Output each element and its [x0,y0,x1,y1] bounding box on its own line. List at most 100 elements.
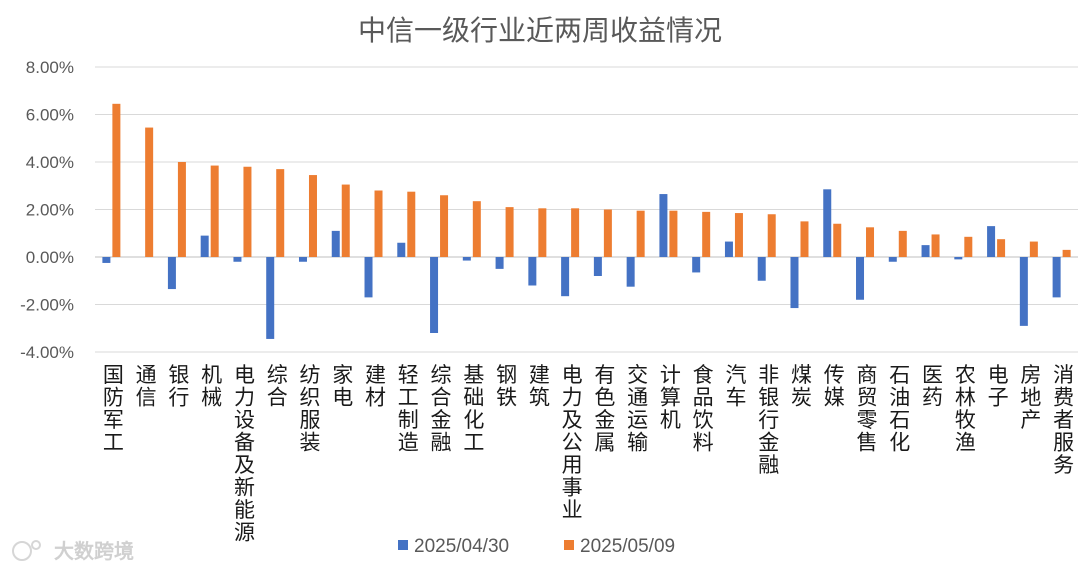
bar-0509-14 [571,208,580,257]
x-tick-label: 食品饮料 [693,363,714,455]
bar-0430-14 [561,257,570,297]
x-tick-label: 银行 [168,363,189,410]
bar-0430-8 [364,257,373,298]
x-tick-label: 电子 [988,363,1009,410]
legend: 2025/04/30 2025/05/09 [398,536,675,557]
x-tick-label: 钢铁 [496,363,517,410]
bar-0509-13 [538,208,547,257]
bar-0430-21 [790,257,799,309]
bar-0509-19 [734,213,743,257]
x-tick-label: 农林牧渔 [955,363,976,455]
bar-0509-7 [341,184,350,257]
y-tick-label: 4.00% [26,153,74,172]
y-tick-label: 8.00% [26,58,74,77]
x-tick-label: 医药 [922,363,943,410]
bar-0430-28 [1019,257,1028,326]
bar-0430-25 [921,245,930,257]
bar-0430-2 [167,257,176,290]
chart-title: 中信一级行业近两周收益情况 [358,14,722,47]
bar-0509-25 [931,234,940,257]
bar-0430-5 [266,257,275,339]
bar-0509-21 [800,221,809,257]
bar-0509-0 [112,103,121,257]
bar-0509-8 [374,190,383,257]
legend-swatch-2025-04-30 [398,540,408,550]
bar-0509-16 [636,210,645,257]
x-tick-label: 传媒 [824,363,845,410]
bar-0430-29 [1052,257,1061,298]
bar-0509-4 [243,166,252,257]
x-tick-label: 石油石化 [889,363,910,455]
x-axis-ticks: 国防军工通信银行机械电力设备及新能源综合纺织服装家电建材轻工制造综合金融基础化工… [103,363,1074,545]
y-tick-label: 6.00% [26,106,74,125]
y-tick-label: -2.00% [20,296,74,315]
bar-0509-29 [1062,249,1071,257]
y-tick-label: 2.00% [26,201,74,220]
bar-0509-2 [177,162,186,257]
legend-label-2025-05-09: 2025/05/09 [580,536,675,557]
watermark-logo-icon [12,541,32,561]
bar-0430-3 [200,235,209,257]
x-tick-label: 电力设备及新能源 [234,363,255,545]
bar-0509-10 [440,195,449,257]
x-tick-label: 非银行金融 [758,363,779,477]
x-tick-label: 机械 [201,363,222,410]
bar-0509-22 [833,223,842,257]
bar-0430-17 [659,194,668,257]
bar-0430-27 [987,226,996,257]
bar-0430-12 [495,257,504,269]
bar-0430-18 [692,257,701,273]
x-tick-label: 商贸零售 [857,363,878,455]
bar-0430-23 [856,257,865,300]
x-tick-label: 交通运输 [627,363,648,455]
bar-0509-27 [997,239,1006,257]
bar-0509-23 [866,227,875,257]
x-tick-label: 电力及公用事业 [562,363,583,522]
bar-0430-13 [528,257,537,286]
bar-0430-0 [102,257,111,263]
x-tick-label: 汽车 [725,363,746,410]
x-tick-label: 有色金属 [594,363,615,455]
x-tick-label: 基础化工 [463,363,484,455]
bar-0430-24 [888,257,897,262]
bar-0509-15 [603,209,612,257]
x-tick-label: 家电 [332,363,353,410]
bar-0430-26 [954,257,963,260]
bar-0430-20 [757,257,766,281]
bar-0509-18 [702,211,711,257]
watermark-logo-dot-icon [31,540,41,550]
bar-0430-16 [626,257,635,287]
bar-0430-11 [462,257,471,261]
bar-0509-9 [407,191,416,257]
bar-0509-17 [669,210,678,257]
x-tick-label: 通信 [136,363,157,410]
x-tick-label: 纺织服装 [299,363,320,455]
y-axis-ticks: 8.00% 6.00% 4.00% 2.00% 0.00% -2.00% -4.00% [20,58,74,362]
gridlines [95,66,1078,353]
x-tick-label: 建筑 [529,363,550,410]
x-tick-label: 房地产 [1020,363,1041,432]
bar-0509-20 [767,214,776,257]
bar-0509-28 [1029,241,1038,257]
bar-0430-19 [724,241,733,257]
watermark: 大数跨境 [12,539,134,563]
bar-0509-5 [276,169,285,257]
bar-0509-12 [505,207,514,257]
bar-0509-24 [898,230,907,257]
bar-0430-22 [823,189,832,257]
bar-0430-6 [298,257,307,262]
bar-0430-7 [331,230,340,257]
legend-swatch-2025-05-09 [564,540,574,550]
bar-0430-15 [593,257,602,276]
legend-label-2025-04-30: 2025/04/30 [414,536,509,557]
x-tick-label: 轻工制造 [398,363,419,455]
bar-0509-1 [145,127,154,257]
y-tick-label: 0.00% [26,248,74,267]
bar-0430-4 [233,257,242,262]
watermark-text: 大数跨境 [54,539,134,563]
bar-0509-11 [472,201,481,257]
x-tick-label: 计算机 [660,363,681,432]
x-tick-label: 消费者服务 [1053,363,1074,477]
y-tick-label: -4.00% [20,343,74,362]
